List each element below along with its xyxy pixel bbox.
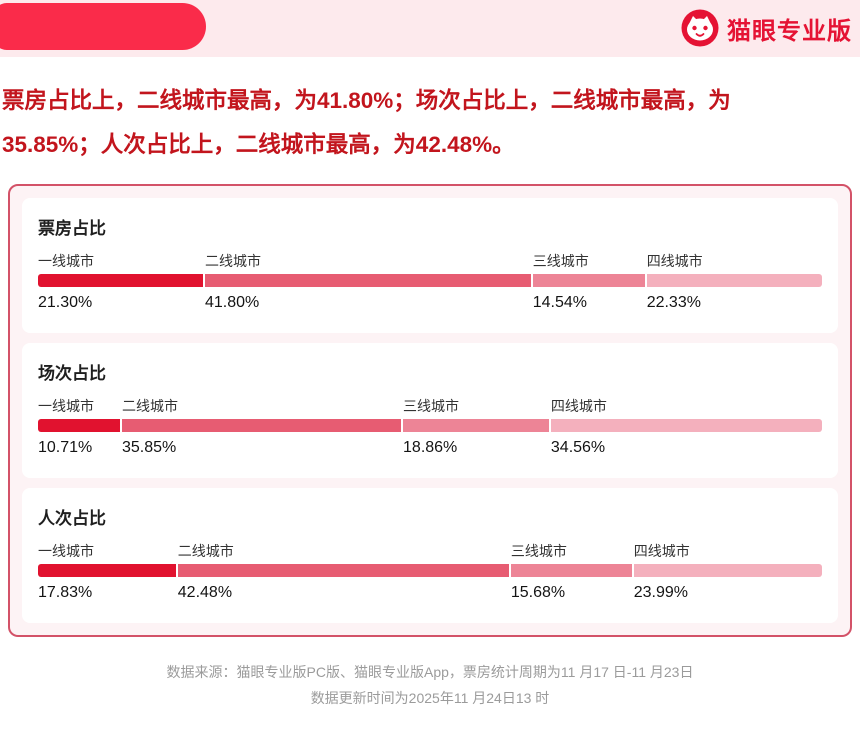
bar-segment-group: 一线城市 10.71%: [38, 396, 122, 468]
bar-track: 一线城市 10.71% 二线城市 35.85% 三线城市 18.86% 四线城市 34.56%: [38, 396, 822, 468]
bar-segment-group: 三线城市 18.86%: [403, 396, 551, 468]
segment-value: 14.54%: [532, 294, 587, 311]
bar-segment-group: 一线城市 21.30%: [38, 251, 205, 323]
segment-label: 三线城市: [510, 543, 567, 559]
bar-segment: [550, 419, 822, 432]
summary-headline: 票房占比上，二线城市最高，为41.80%；场次占比上，二线城市最高，为 35.8…: [2, 79, 842, 167]
segment-label: 三线城市: [532, 253, 589, 269]
chart-card: 人次占比一线城市 17.83% 二线城市 42.48% 三线城市 15.68% 四线城市 23…: [22, 488, 838, 623]
bar-segment: [646, 274, 822, 287]
footer-update-line: 数据更新时间为2025年11 月24日13 时: [310, 690, 550, 706]
bar-segment-group: 四线城市 34.56%: [550, 396, 822, 468]
segment-value: 10.71%: [38, 439, 93, 456]
bar-segment: [204, 274, 531, 287]
bar-segment-group: 二线城市 42.48%: [177, 541, 511, 613]
bar-segment-group: 四线城市 23.99%: [633, 541, 822, 613]
segment-value: 34.56%: [550, 439, 606, 456]
segment-value: 21.30%: [38, 294, 93, 311]
segment-value: 17.83%: [38, 584, 93, 601]
brand-logo[interactable]: 猫眼专业版: [680, 8, 852, 48]
bar-segment-group: 二线城市 35.85%: [121, 396, 403, 468]
bar-segment-group: 四线城市 22.33%: [646, 251, 822, 323]
bar-segment: [177, 564, 509, 577]
bar-track: 一线城市 21.30% 二线城市 41.80% 三线城市 14.54% 四线城市 22.33%: [38, 251, 822, 323]
bar-segment-group: 一线城市 17.83%: [38, 541, 178, 613]
bar-segment-group: 三线城市 14.54%: [532, 251, 647, 323]
segment-value: 35.85%: [121, 439, 177, 456]
footer-source-line: 数据来源：猫眼专业版PC版、猫眼专业版App，票房统计周期为11 月17 日-1…: [166, 664, 694, 680]
brand-pill-badge: [0, 3, 206, 50]
bar-segment: [38, 419, 120, 432]
bar-segment: [633, 564, 822, 577]
segment-label: 二线城市: [121, 398, 178, 414]
brand-logo-text: 猫眼专业版: [727, 17, 852, 45]
segment-label: 二线城市: [177, 543, 234, 559]
chart-card: 场次占比一线城市 10.71% 二线城市 35.85% 三线城市 18.86% 四线城市 34…: [22, 343, 838, 478]
header-band: 猫眼专业版: [0, 0, 860, 57]
chart-title: 票房占比: [38, 219, 106, 238]
segment-value: 23.99%: [633, 584, 689, 601]
segment-label: 三线城市: [403, 398, 460, 414]
bar-track: 一线城市 17.83% 二线城市 42.48% 三线城市 15.68% 四线城市 23.99%: [38, 541, 822, 613]
bar-segment: [532, 274, 645, 287]
segment-label: 四线城市: [550, 398, 607, 414]
summary-headline-line1: 票房占比上，二线城市最高，为41.80%；场次占比上，二线城市最高，为: [2, 88, 731, 113]
segment-value: 15.68%: [510, 584, 566, 601]
maoyan-cat-icon: [680, 8, 720, 48]
bar-segment: [38, 274, 203, 287]
bar-segment: [121, 419, 402, 432]
segment-label: 四线城市: [646, 253, 703, 269]
chart-title: 场次占比: [38, 364, 106, 383]
bar-segment: [403, 419, 549, 432]
segment-label: 一线城市: [38, 398, 94, 414]
segment-value: 41.80%: [204, 294, 260, 311]
segment-label: 一线城市: [38, 253, 94, 269]
summary-headline-line2: 35.85%；人次占比上，二线城市最高，为42.48%。: [2, 132, 515, 157]
bar-segment: [510, 564, 632, 577]
segment-label: 一线城市: [38, 543, 94, 559]
bar-segment-group: 二线城市 41.80%: [204, 251, 533, 323]
segment-label: 四线城市: [633, 543, 690, 559]
chart-title: 人次占比: [38, 509, 106, 528]
segment-label: 二线城市: [204, 253, 261, 269]
segment-value: 18.86%: [403, 439, 458, 456]
segment-value: 42.48%: [177, 584, 233, 601]
charts-panel: 票房占比一线城市 21.30% 二线城市 41.80% 三线城市 14.54% 四线城市 22…: [8, 184, 852, 637]
bar-segment: [38, 564, 176, 577]
footer: 数据来源：猫眼专业版PC版、猫眼专业版App，票房统计周期为11 月17 日-1…: [0, 659, 860, 711]
bar-segment-group: 三线城市 15.68%: [510, 541, 634, 613]
segment-value: 22.33%: [646, 294, 701, 311]
chart-card: 票房占比一线城市 21.30% 二线城市 41.80% 三线城市 14.54% 四线城市 22…: [22, 198, 838, 333]
